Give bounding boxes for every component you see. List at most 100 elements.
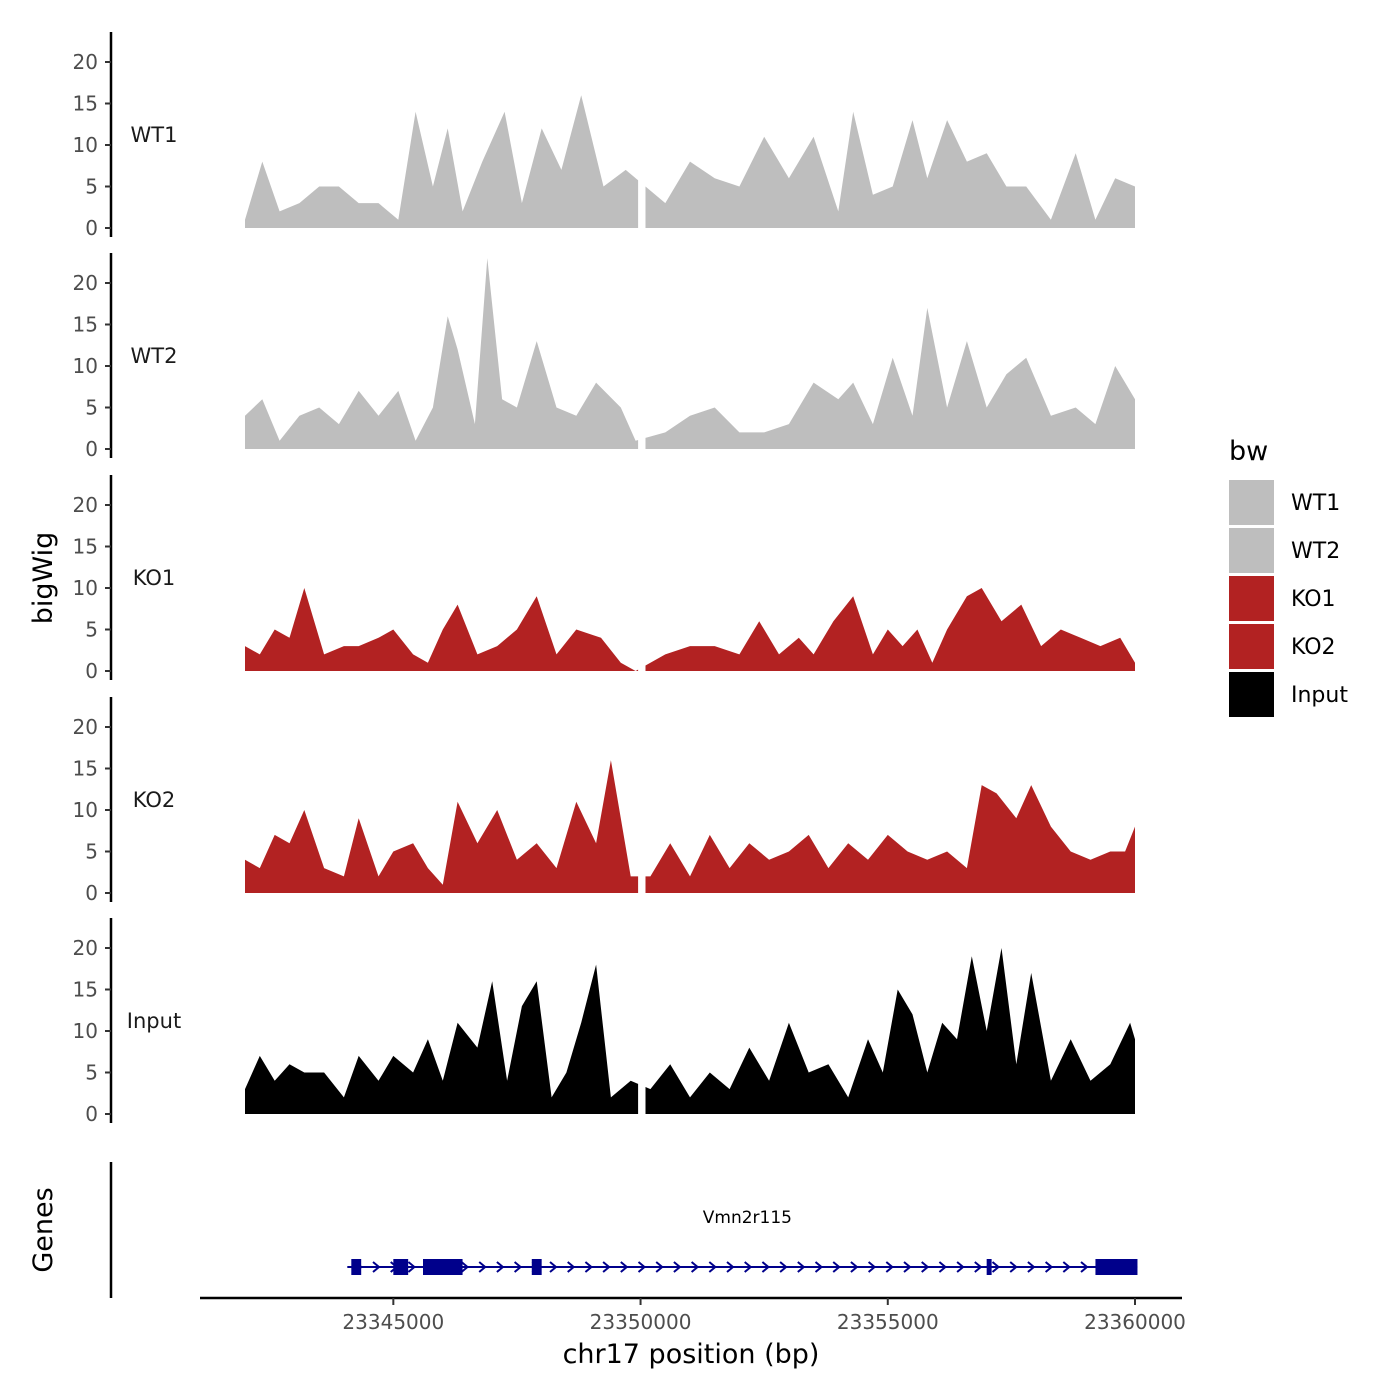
y-tick-label: 15	[73, 92, 98, 116]
legend-label: WT1	[1291, 491, 1340, 516]
strand-arrow	[673, 1261, 682, 1273]
strand-arrow	[885, 1261, 894, 1273]
y-tick-label: 0	[85, 659, 98, 683]
gene-panel-title: Genes	[28, 1187, 59, 1272]
track-wt2: 0 5 10 15 20 WT2	[73, 253, 1135, 461]
strand-arrow	[478, 1261, 487, 1273]
strand-arrow	[708, 1261, 717, 1273]
area-ko1-segment-2	[645, 588, 1135, 671]
strand-arrow	[1062, 1261, 1071, 1273]
strand-arrow	[1009, 1261, 1018, 1273]
strand-arrow	[549, 1261, 558, 1273]
x-tick-label: 23345000	[342, 1310, 444, 1334]
strand-arrow	[761, 1261, 770, 1273]
area-wt2-segment-2	[645, 307, 1135, 449]
gene-exon	[351, 1259, 362, 1275]
gene-exon	[986, 1259, 992, 1275]
strand-arrow	[956, 1261, 965, 1273]
legend-key-ko1	[1229, 576, 1274, 621]
track-label: WT1	[131, 123, 178, 147]
strand-arrow	[921, 1261, 930, 1273]
strand-arrow	[602, 1261, 611, 1273]
strand-arrow	[867, 1261, 877, 1273]
legend: bw WT1 WT2 KO1 KO2 Input	[1229, 436, 1348, 717]
y-tick-label: 10	[73, 576, 98, 600]
legend-label: WT2	[1291, 539, 1340, 564]
strand-arrow	[620, 1261, 629, 1273]
y-tick-label: 20	[73, 493, 98, 517]
area-ko2-segment-1	[245, 760, 639, 893]
strand-arrow	[1080, 1261, 1089, 1273]
area-ko2-segment-2	[645, 785, 1135, 893]
strand-arrow	[567, 1261, 576, 1273]
strand-arrow	[797, 1261, 806, 1273]
gene-exon	[393, 1259, 409, 1275]
x-tick-label: 23350000	[590, 1310, 692, 1334]
y-tick-label: 15	[73, 313, 98, 337]
x-tick-label: 23360000	[1084, 1310, 1186, 1334]
track-wt1: 0 5 10 15 20 WT1	[73, 32, 1135, 240]
x-axis: 23345000 23350000 23355000 23360000	[200, 1296, 1186, 1334]
track-input: 0 5 10 15 20 Input	[73, 918, 1135, 1126]
strand-arrow	[513, 1261, 523, 1273]
gene-exon	[531, 1259, 542, 1275]
y-tick-label: 20	[73, 715, 98, 739]
gene-vmn2r115: Vmn2r115	[347, 1208, 1138, 1275]
y-axis-title: bigWig	[28, 532, 59, 625]
y-tick-label: 5	[85, 396, 98, 420]
strand-arrow	[372, 1261, 381, 1273]
strand-arrow	[1027, 1261, 1036, 1273]
strand-arrow	[407, 1261, 416, 1273]
strand-arrow	[850, 1261, 859, 1273]
y-tick-label: 10	[73, 354, 98, 378]
gene-exon	[1095, 1259, 1138, 1275]
y-tick-label: 15	[73, 535, 98, 559]
strand-arrow	[903, 1261, 912, 1273]
track-ko2: 0 5 10 15 20 KO2	[73, 697, 1135, 905]
strand-arrow	[744, 1261, 753, 1273]
strand-arrow	[637, 1261, 647, 1273]
strand-arrow	[779, 1261, 788, 1273]
legend-title: bw	[1229, 436, 1268, 467]
track-label: WT2	[131, 344, 178, 368]
legend-label: KO2	[1291, 635, 1336, 660]
y-tick-label: 15	[73, 978, 98, 1002]
track-label: KO2	[133, 788, 176, 812]
strand-arrow	[991, 1261, 1001, 1273]
strand-arrow	[690, 1261, 700, 1273]
x-tick-label: 23355000	[837, 1310, 939, 1334]
area-ko1-segment-1	[245, 588, 639, 671]
legend-key-ko2	[1229, 624, 1274, 669]
strand-arrow	[584, 1261, 593, 1273]
y-tick-label: 10	[73, 798, 98, 822]
track-label: Input	[127, 1009, 181, 1033]
y-tick-label: 20	[73, 271, 98, 295]
tracks-group: 0 5 10 15 20 WT1 0 5 10 15 20 WT2 0 5 10 15 20 KO1 0 5 10 15 2…	[73, 32, 1135, 1126]
strand-arrow	[832, 1261, 841, 1273]
legend-key-wt2	[1229, 528, 1274, 573]
legend-key-wt1	[1229, 480, 1274, 525]
y-tick-label: 5	[85, 1061, 98, 1085]
y-tick-label: 10	[73, 133, 98, 157]
y-tick-label: 0	[85, 1102, 98, 1126]
area-wt1-segment-1	[245, 95, 639, 228]
strand-arrow	[938, 1261, 947, 1273]
y-tick-label: 10	[73, 1019, 98, 1043]
x-axis-title: chr17 position (bp)	[563, 1339, 820, 1370]
strand-arrow	[974, 1261, 983, 1273]
gene-name-label: Vmn2r115	[703, 1208, 792, 1228]
y-tick-label: 15	[73, 757, 98, 781]
strand-arrow	[814, 1261, 824, 1273]
track-label: KO1	[133, 566, 176, 590]
y-tick-label: 5	[85, 175, 98, 199]
area-wt1-segment-2	[645, 111, 1135, 228]
strand-arrow	[1044, 1261, 1054, 1273]
legend-label: Input	[1291, 683, 1348, 708]
area-input-segment-1	[245, 964, 639, 1114]
y-tick-label: 5	[85, 618, 98, 642]
legend-label: KO1	[1291, 587, 1336, 612]
legend-key-input	[1229, 672, 1274, 717]
area-input-segment-2	[645, 948, 1135, 1114]
y-tick-label: 0	[85, 437, 98, 461]
